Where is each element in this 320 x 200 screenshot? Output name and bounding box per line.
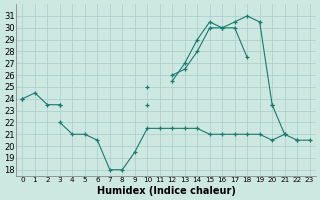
X-axis label: Humidex (Indice chaleur): Humidex (Indice chaleur) [97,186,236,196]
